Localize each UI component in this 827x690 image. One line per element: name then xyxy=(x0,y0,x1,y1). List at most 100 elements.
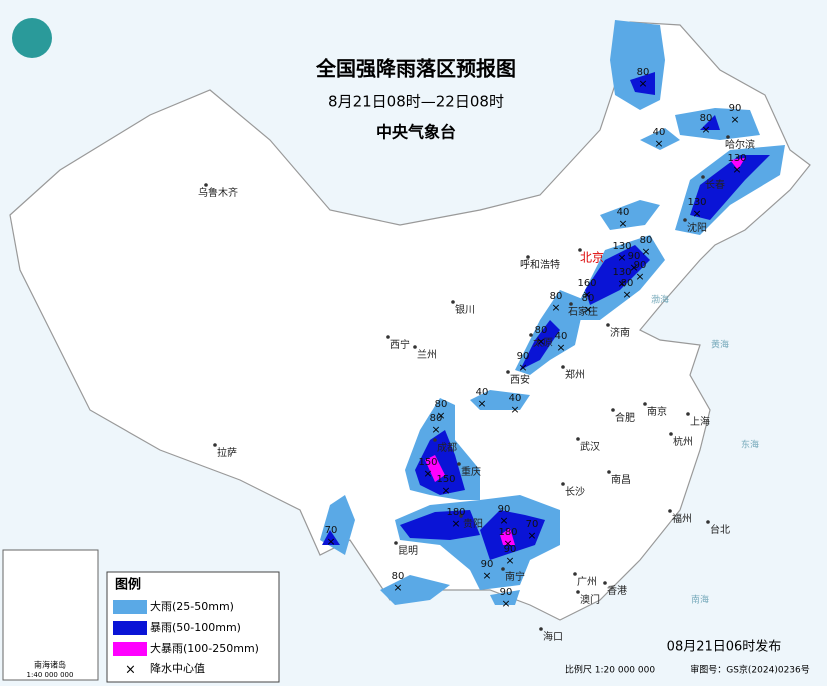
city-label: 银川 xyxy=(455,303,475,316)
city-dot xyxy=(726,135,730,139)
city-label: 长沙 xyxy=(565,486,585,498)
center-cross: × xyxy=(536,335,545,348)
center-value: 40 xyxy=(509,393,522,404)
center-value: 80 xyxy=(430,413,443,424)
center-cross: × xyxy=(583,303,592,316)
city-dot xyxy=(569,302,573,306)
center-value: 40 xyxy=(476,387,489,398)
review-number: 审图号：GS京(2024)0236号 xyxy=(690,664,810,676)
center-cross: × xyxy=(638,77,647,90)
city-label: 台北 xyxy=(710,523,730,536)
center-cross: × xyxy=(629,261,638,274)
center-value: 80 xyxy=(621,278,634,289)
center-value: 90 xyxy=(517,351,530,362)
center-cross: × xyxy=(518,361,527,374)
city-dot xyxy=(606,323,610,327)
city-label: 澳门 xyxy=(580,593,600,606)
legend-swatch xyxy=(113,600,147,614)
city-dot xyxy=(576,437,580,441)
center-cross: × xyxy=(441,484,450,497)
center-value: 70 xyxy=(526,519,539,530)
city-label: 海口 xyxy=(543,630,563,643)
city-dot xyxy=(457,462,461,466)
issued-time: 08月21日06时发布 xyxy=(667,639,782,655)
center-cross: × xyxy=(482,569,491,582)
center-value: 150 xyxy=(436,474,455,485)
city-dot xyxy=(561,482,565,486)
agency: 中央气象台 xyxy=(376,123,456,142)
city-label: 石家庄 xyxy=(568,305,598,318)
sea-label: 黄海 xyxy=(711,339,729,351)
center-value: 80 xyxy=(535,325,548,336)
center-value: 150 xyxy=(418,457,437,468)
center-cross: × xyxy=(635,270,644,283)
center-cross: × xyxy=(326,535,335,548)
city-label: 南昌 xyxy=(611,473,631,486)
center-cross: × xyxy=(556,341,565,354)
city-label: 南京 xyxy=(647,405,667,418)
center-cross: × xyxy=(618,217,627,230)
city-dot xyxy=(204,183,208,187)
center-cross: × xyxy=(730,113,739,126)
city-label: 福州 xyxy=(672,512,692,525)
legend-title: 图例 xyxy=(115,577,141,593)
center-value: 130 xyxy=(727,153,746,164)
title-block: 全国强降雨落区预报图 8月21日08时—22日08时 中央气象台 xyxy=(315,57,516,142)
center-value: 90 xyxy=(628,251,641,262)
city-dot xyxy=(459,514,463,518)
center-cross: × xyxy=(436,409,445,422)
legend-swatch xyxy=(113,621,147,635)
city-dot xyxy=(529,333,533,337)
center-value: 40 xyxy=(617,207,630,218)
city-dot xyxy=(433,438,437,442)
city-label: 合肥 xyxy=(615,411,635,424)
scale: 比例尺 1:20 000 000 xyxy=(565,664,655,676)
center-cross: × xyxy=(451,517,460,530)
city-label: 杭州 xyxy=(673,435,693,448)
center-value: 90 xyxy=(481,559,494,570)
center-value: 90 xyxy=(504,544,517,555)
city-label: 郑州 xyxy=(565,368,585,381)
center-cross: × xyxy=(641,245,650,258)
city-label: 广州 xyxy=(577,576,597,588)
city-label: 重庆 xyxy=(461,465,481,478)
center-cross: × xyxy=(654,137,663,150)
title: 全国强降雨落区预报图 xyxy=(315,57,516,81)
city-label: 香港 xyxy=(607,585,627,597)
city-label: 呼和浩特 xyxy=(520,259,560,271)
center-cross: × xyxy=(477,397,486,410)
center-value: 80 xyxy=(700,113,713,124)
city-label: 西宁 xyxy=(390,338,410,351)
center-cross: × xyxy=(692,207,701,220)
logo xyxy=(12,18,52,58)
city-dot xyxy=(576,590,580,594)
legend-item: 暴雨(50-100mm) xyxy=(150,621,241,634)
legend-cross: × xyxy=(125,663,136,678)
city-dot xyxy=(394,541,398,545)
center-cross: × xyxy=(732,163,741,176)
city-label: 沈阳 xyxy=(687,221,707,234)
legend-item: 降水中心值 xyxy=(150,661,205,675)
sea-label: 南海 xyxy=(691,594,709,606)
center-cross: × xyxy=(701,123,710,136)
center-cross: × xyxy=(505,554,514,567)
center-cross: × xyxy=(527,529,536,542)
city-label: 乌鲁木齐 xyxy=(198,186,238,199)
city-dot xyxy=(386,335,390,339)
city-label: 昆明 xyxy=(398,545,418,557)
center-value: 80 xyxy=(640,235,653,246)
city-dot xyxy=(683,218,687,222)
city-label: 西安 xyxy=(510,373,530,386)
city-dot xyxy=(213,443,217,447)
city-dot xyxy=(451,300,455,304)
center-value: 130 xyxy=(612,241,631,252)
center-cross: × xyxy=(393,581,402,594)
city-label: 南宁 xyxy=(505,570,525,583)
city-dot xyxy=(686,412,690,416)
city-dot xyxy=(413,345,417,349)
city-dot xyxy=(669,432,673,436)
city-label: 长春 xyxy=(705,179,725,191)
city-label: 贵阳 xyxy=(463,517,483,530)
city-label: 太原 xyxy=(533,336,553,349)
